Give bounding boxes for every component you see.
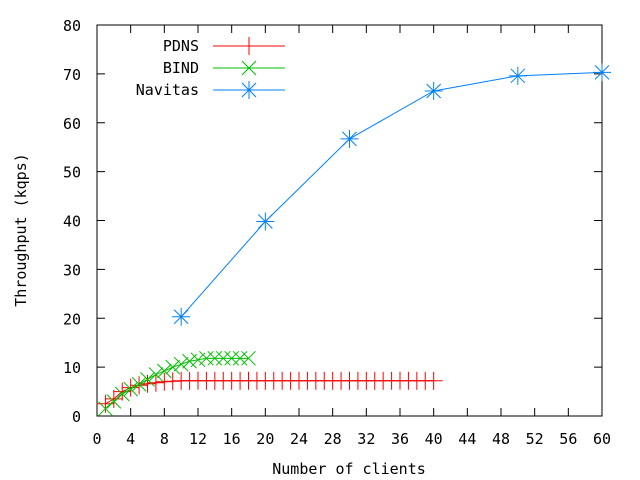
series-bind — [98, 350, 256, 417]
x-axis-label: Number of clients — [272, 460, 426, 478]
legend: PDNS BIND Navitas — [136, 37, 285, 99]
axis-ticks: 0 4 8 12 16 20 24 28 32 36 40 44 48 52 56 6001020304050… — [63, 17, 611, 448]
series-layer — [96, 63, 611, 417]
x-tick-label: 12 — [189, 430, 207, 448]
data-point — [508, 66, 527, 85]
legend-label: BIND — [163, 59, 199, 77]
series-pdns — [96, 371, 443, 413]
x-tick-label: 28 — [324, 430, 342, 448]
data-point — [232, 350, 248, 366]
legend-label: PDNS — [163, 37, 199, 55]
y-tick-label: 80 — [63, 17, 81, 35]
series-line — [105, 357, 249, 410]
data-point — [424, 81, 443, 100]
data-point — [148, 367, 164, 382]
series-line — [105, 380, 434, 405]
data-point — [123, 381, 139, 397]
data-point — [106, 393, 122, 409]
data-point — [121, 378, 140, 397]
data-point — [224, 350, 240, 366]
y-tick-label: 60 — [63, 115, 81, 133]
y-tick-label: 10 — [63, 359, 81, 377]
data-point — [207, 350, 223, 366]
data-point — [424, 371, 443, 390]
x-tick-label: 48 — [492, 430, 510, 448]
data-point — [199, 350, 214, 366]
x-tick-label: 16 — [223, 430, 241, 448]
data-point — [114, 386, 130, 402]
data-point — [98, 401, 113, 417]
series-navitas — [172, 63, 611, 326]
x-tick-label: 44 — [458, 430, 476, 448]
data-point — [340, 129, 359, 148]
data-point — [172, 307, 191, 326]
data-point — [130, 376, 149, 395]
x-tick-label: 56 — [559, 430, 577, 448]
series-line — [180, 71, 603, 318]
y-tick-label: 70 — [63, 66, 81, 84]
data-point — [256, 212, 275, 231]
data-point — [104, 389, 123, 408]
x-tick-label: 32 — [357, 430, 375, 448]
y-tick-label: 30 — [63, 261, 81, 279]
x-tick-label: 36 — [391, 430, 409, 448]
data-point — [593, 63, 611, 82]
data-point — [240, 81, 258, 99]
data-point — [241, 350, 256, 366]
y-tick-label: 50 — [63, 164, 81, 182]
data-point — [131, 376, 147, 392]
x-tick-label: 8 — [160, 430, 169, 448]
data-point — [215, 350, 231, 366]
x-tick-label: 0 — [92, 430, 101, 448]
data-point — [240, 37, 258, 55]
y-tick-label: 40 — [63, 213, 81, 231]
x-tick-label: 4 — [126, 430, 135, 448]
data-point — [140, 371, 155, 387]
data-point — [138, 374, 157, 393]
y-tick-label: 20 — [63, 310, 81, 328]
x-tick-label: 24 — [290, 430, 308, 448]
y-tick-label: 0 — [72, 408, 81, 426]
data-point — [146, 373, 165, 392]
x-tick-label: 40 — [425, 430, 443, 448]
data-point — [241, 60, 257, 76]
legend-label: Navitas — [136, 81, 199, 99]
y-axis-label: Throughput (kqps) — [12, 153, 30, 307]
data-point — [156, 363, 172, 379]
data-point — [173, 356, 189, 372]
data-point — [165, 359, 181, 375]
x-tick-label: 20 — [256, 430, 274, 448]
x-tick-label: 60 — [593, 430, 611, 448]
x-tick-label: 52 — [526, 430, 544, 448]
